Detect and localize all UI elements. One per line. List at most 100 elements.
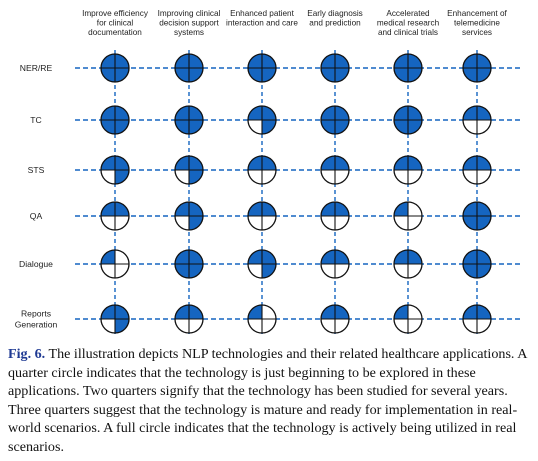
filled-quarter: [189, 216, 203, 230]
column-header-line: for clinical: [97, 19, 134, 28]
filled-quarter: [101, 156, 115, 170]
filled-quarter: [101, 106, 115, 120]
row-header-line: TC: [30, 115, 41, 125]
filled-quarter: [101, 68, 115, 82]
circle-outline: [320, 249, 350, 279]
filled-quarter: [477, 106, 491, 120]
row-header: Dialogue: [19, 259, 53, 269]
grid-lines: [75, 50, 522, 337]
row-header-line: STS: [28, 165, 45, 175]
maturity-circle: [462, 155, 492, 185]
column-header-line: and prediction: [309, 19, 361, 28]
maturity-circle: [247, 201, 277, 231]
filled-quarter: [408, 106, 422, 120]
filled-quarter: [262, 120, 276, 134]
filled-quarter: [477, 54, 491, 68]
circle-outline: [100, 53, 130, 83]
figure-caption: Fig. 6. The illustration depicts NLP tec…: [8, 345, 532, 457]
filled-quarter: [115, 120, 129, 134]
filled-quarter: [321, 54, 335, 68]
maturity-circle: [100, 201, 130, 231]
filled-quarter: [463, 305, 477, 319]
maturity-circle: [174, 53, 204, 83]
filled-quarter: [175, 156, 189, 170]
row-header-line: Dialogue: [19, 259, 53, 269]
filled-quarter: [262, 106, 276, 120]
column-header: Improve efficiency for clinical documentat…: [82, 9, 149, 37]
filled-quarter: [394, 54, 408, 68]
row-headers: NER/RE TC STS QA Dialogue Reports Generation: [15, 63, 58, 330]
filled-quarter: [189, 250, 203, 264]
circle-outline: [462, 155, 492, 185]
circle-outline: [393, 249, 423, 279]
maturity-circle: [247, 53, 277, 83]
maturity-circle: [393, 249, 423, 279]
filled-quarter: [101, 120, 115, 134]
maturity-circle: [174, 105, 204, 135]
maturity-circle: [320, 304, 350, 334]
maturity-circle: [100, 249, 130, 279]
column-header-line: interaction and care: [226, 19, 298, 28]
filled-quarter: [408, 156, 422, 170]
maturity-circle: [247, 249, 277, 279]
maturity-circle: [247, 105, 277, 135]
circle-outline: [462, 249, 492, 279]
filled-quarter: [115, 68, 129, 82]
filled-quarter: [115, 106, 129, 120]
filled-quarter: [262, 264, 276, 278]
row-header: Reports Generation: [15, 309, 58, 330]
maturity-circle: [462, 201, 492, 231]
column-header-line: and clinical trials: [378, 28, 438, 37]
filled-quarter: [248, 68, 262, 82]
maturity-circle: [174, 304, 204, 334]
column-header-line: telemedicine: [454, 19, 500, 28]
filled-quarter: [463, 202, 477, 216]
filled-quarter: [477, 216, 491, 230]
filled-quarter: [335, 202, 349, 216]
filled-quarter: [408, 250, 422, 264]
column-header-line: decision support: [159, 19, 219, 28]
row-header: TC: [30, 115, 41, 125]
filled-quarter: [175, 68, 189, 82]
filled-quarter: [463, 156, 477, 170]
filled-quarter: [189, 120, 203, 134]
maturity-circle: [320, 53, 350, 83]
circle-outline: [320, 201, 350, 231]
circle-outline: [174, 304, 204, 334]
filled-quarter: [115, 170, 129, 184]
maturity-circle: [320, 105, 350, 135]
maturity-circle: [462, 105, 492, 135]
filled-quarter: [408, 54, 422, 68]
filled-quarter: [175, 120, 189, 134]
circle-outline: [462, 201, 492, 231]
column-header-line: Accelerated: [386, 9, 430, 18]
row-header: STS: [28, 165, 45, 175]
maturity-circle: [174, 201, 204, 231]
maturity-circle: [247, 304, 277, 334]
circle-outline: [393, 304, 423, 334]
filled-quarter: [175, 106, 189, 120]
circle-outline: [320, 155, 350, 185]
filled-quarter: [115, 54, 129, 68]
filled-quarter: [321, 202, 335, 216]
circle-outline: [100, 155, 130, 185]
column-headers: Improve efficiency for clinical documentat…: [82, 9, 507, 37]
column-header: Improving clinical decision support system…: [158, 9, 221, 37]
column-header-line: Early diagnosis: [307, 9, 363, 18]
maturity-circle: [462, 304, 492, 334]
filled-quarter: [262, 54, 276, 68]
filled-quarter: [189, 305, 203, 319]
filled-quarter: [101, 305, 115, 319]
filled-quarter: [248, 202, 262, 216]
row-header-line: Reports: [21, 309, 51, 319]
filled-quarter: [463, 264, 477, 278]
filled-quarter: [394, 250, 408, 264]
filled-quarter: [189, 106, 203, 120]
circle-outline: [462, 105, 492, 135]
circle-outline: [174, 201, 204, 231]
filled-quarter: [394, 120, 408, 134]
filled-quarter: [463, 68, 477, 82]
filled-quarter: [321, 68, 335, 82]
filled-quarter: [408, 68, 422, 82]
filled-quarter: [394, 68, 408, 82]
